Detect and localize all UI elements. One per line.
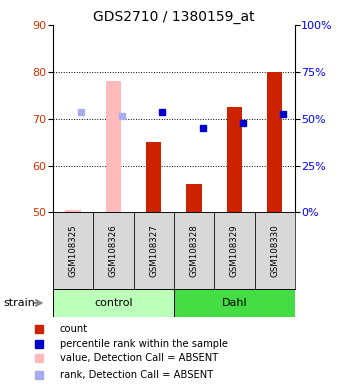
Bar xyxy=(174,212,214,289)
Text: strain: strain xyxy=(3,298,35,308)
Text: GSM108328: GSM108328 xyxy=(190,224,198,277)
Bar xyxy=(53,289,174,317)
Bar xyxy=(134,212,174,289)
Bar xyxy=(65,210,81,212)
Bar xyxy=(93,212,134,289)
Text: GSM108326: GSM108326 xyxy=(109,224,118,277)
Bar xyxy=(227,107,242,212)
Text: percentile rank within the sample: percentile rank within the sample xyxy=(60,339,228,349)
Title: GDS2710 / 1380159_at: GDS2710 / 1380159_at xyxy=(93,10,255,24)
Bar xyxy=(214,212,255,289)
Text: control: control xyxy=(94,298,133,308)
Text: rank, Detection Call = ABSENT: rank, Detection Call = ABSENT xyxy=(60,369,213,380)
Text: count: count xyxy=(60,324,88,334)
Text: GSM108330: GSM108330 xyxy=(270,224,279,277)
Text: GSM108325: GSM108325 xyxy=(69,224,77,277)
Bar xyxy=(187,184,202,212)
Text: GSM108329: GSM108329 xyxy=(230,224,239,277)
Bar xyxy=(255,212,295,289)
Bar xyxy=(146,142,161,212)
Bar xyxy=(267,72,282,212)
Text: Dahl: Dahl xyxy=(222,298,247,308)
Text: value, Detection Call = ABSENT: value, Detection Call = ABSENT xyxy=(60,353,218,364)
Bar xyxy=(106,81,121,212)
Bar xyxy=(174,289,295,317)
Text: GSM108327: GSM108327 xyxy=(149,224,158,277)
Bar xyxy=(53,212,93,289)
